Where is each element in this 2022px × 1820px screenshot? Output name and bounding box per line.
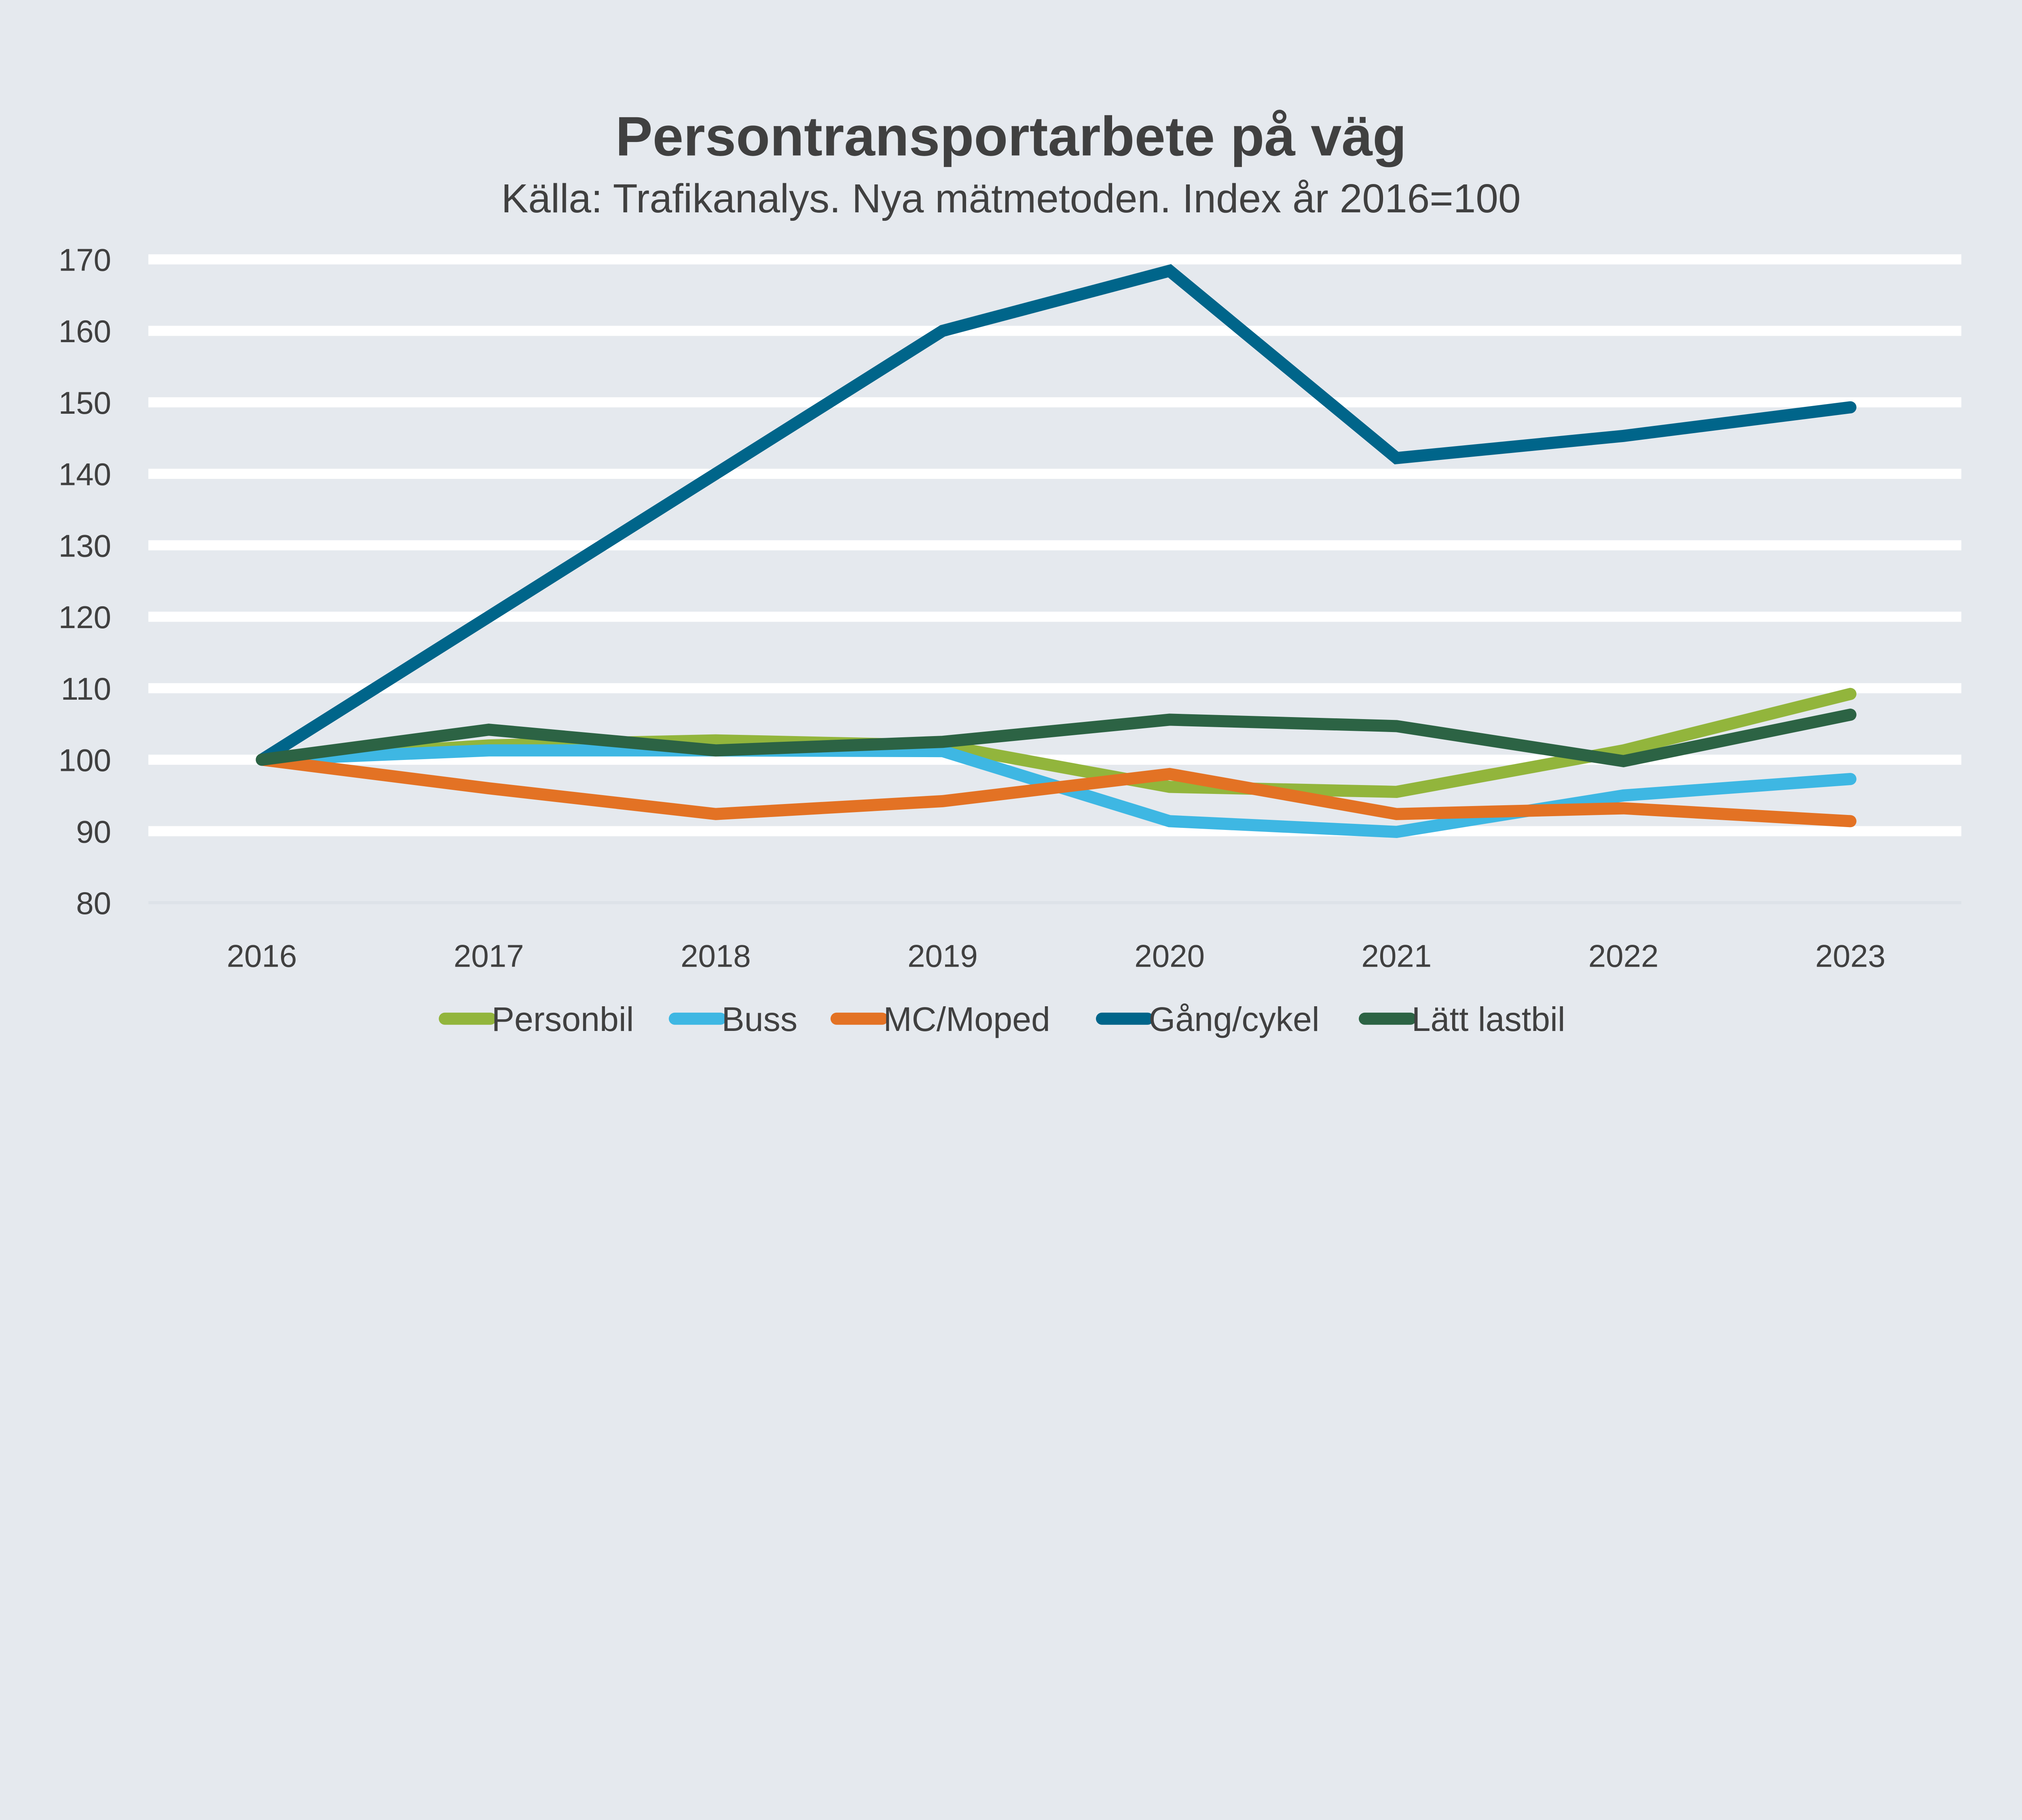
y-tick-label: 170 bbox=[59, 242, 111, 277]
chart-background bbox=[0, 0, 2022, 1138]
legend-item: Buss bbox=[668, 1000, 797, 1038]
legend-label: Gång/cykel bbox=[1149, 1000, 1320, 1038]
legend-item: Gång/cykel bbox=[1096, 1000, 1320, 1038]
x-tick-label: 2022 bbox=[1588, 938, 1659, 974]
gridlines bbox=[148, 254, 1961, 904]
series-line-mc-moped bbox=[256, 753, 1857, 827]
y-axis-ticks: 80 90 100 110 120 130 140 150 160 170 bbox=[59, 242, 111, 921]
line-chart: Persontransportarbete på väg Källa: Traf… bbox=[0, 0, 2022, 1138]
x-tick-label: 2016 bbox=[227, 938, 297, 974]
x-tick-label: 2023 bbox=[1815, 938, 1886, 974]
y-tick-label: 150 bbox=[59, 385, 111, 421]
series-line-l-tt-lastbil bbox=[256, 709, 1857, 768]
legend-label: MC/Moped bbox=[883, 1000, 1050, 1038]
y-tick-label: 130 bbox=[59, 528, 111, 563]
y-tick-label: 110 bbox=[61, 671, 111, 707]
series-lines bbox=[256, 264, 1857, 838]
legend-label: Lätt lastbil bbox=[1412, 1000, 1565, 1038]
y-tick-label: 90 bbox=[76, 814, 111, 849]
legend-item: MC/Moped bbox=[830, 1000, 1050, 1038]
x-tick-label: 2020 bbox=[1134, 938, 1205, 974]
legend-item: Lätt lastbil bbox=[1359, 1000, 1565, 1038]
x-tick-label: 2017 bbox=[454, 938, 524, 974]
series-line-g-ng-cykel bbox=[256, 264, 1857, 766]
x-tick-label: 2019 bbox=[907, 938, 978, 974]
legend-label: Buss bbox=[721, 1000, 797, 1038]
legend-item: Personbil bbox=[439, 1000, 634, 1038]
chart-subtitle: Källa: Trafikanalys. Nya mätmetoden. Ind… bbox=[501, 176, 1521, 221]
y-tick-label: 80 bbox=[76, 885, 111, 921]
y-tick-label: 140 bbox=[59, 457, 111, 492]
y-tick-label: 160 bbox=[59, 313, 111, 349]
legend-label: Personbil bbox=[492, 1000, 634, 1038]
legend: Personbil Buss MC/Moped Gång/cykel Lätt last… bbox=[439, 1000, 1565, 1038]
x-axis-ticks: 2016 2017 2018 2019 2020 2021 2022 2023 bbox=[227, 938, 1886, 974]
chart-title: Persontransportarbete på väg bbox=[615, 106, 1407, 167]
y-tick-label: 100 bbox=[59, 743, 111, 778]
y-tick-label: 120 bbox=[59, 599, 111, 635]
x-tick-label: 2021 bbox=[1361, 938, 1432, 974]
x-tick-label: 2018 bbox=[681, 938, 751, 974]
